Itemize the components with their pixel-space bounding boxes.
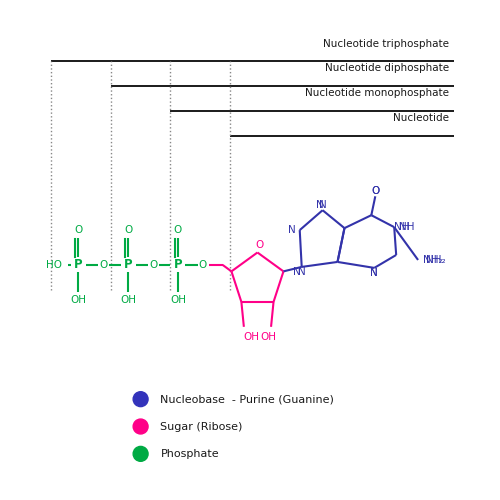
Text: N: N	[288, 225, 296, 235]
Circle shape	[133, 446, 148, 462]
Text: HO: HO	[46, 260, 62, 270]
Text: O: O	[124, 225, 132, 235]
Text: N: N	[370, 268, 378, 278]
Text: OH: OH	[70, 294, 86, 304]
Text: Nucleotide diphosphate: Nucleotide diphosphate	[325, 64, 449, 74]
Text: P: P	[74, 258, 83, 272]
Circle shape	[133, 419, 148, 434]
Text: N: N	[316, 200, 324, 210]
Text: Nucleobase  - Purine (Guanine): Nucleobase - Purine (Guanine)	[160, 394, 334, 404]
Text: O: O	[174, 225, 182, 235]
Text: O: O	[371, 186, 380, 196]
Text: NH₂: NH₂	[423, 255, 442, 265]
Text: N: N	[370, 268, 378, 278]
Text: O: O	[371, 186, 380, 196]
Text: N: N	[293, 267, 300, 277]
Text: OH: OH	[244, 332, 260, 342]
Text: Nucleotide: Nucleotide	[393, 113, 449, 123]
Text: O: O	[99, 260, 108, 270]
Text: NH₂: NH₂	[426, 255, 445, 265]
Text: NH: NH	[399, 222, 414, 232]
Text: NH: NH	[394, 222, 409, 232]
Text: OH: OH	[120, 294, 136, 304]
Text: Nucleotide triphosphate: Nucleotide triphosphate	[323, 38, 449, 48]
Text: N: N	[318, 200, 326, 210]
Text: N: N	[298, 267, 306, 277]
Text: O: O	[74, 225, 82, 235]
Text: P: P	[124, 258, 132, 272]
Text: Phosphate: Phosphate	[160, 449, 219, 459]
Circle shape	[133, 392, 148, 406]
Text: O: O	[198, 260, 207, 270]
Text: O: O	[149, 260, 157, 270]
Text: OH: OH	[260, 332, 276, 342]
Text: Nucleotide monophosphate: Nucleotide monophosphate	[305, 88, 449, 99]
Text: O: O	[256, 240, 264, 250]
Text: P: P	[174, 258, 182, 272]
Text: OH: OH	[170, 294, 186, 304]
Text: Sugar (Ribose): Sugar (Ribose)	[160, 422, 243, 432]
